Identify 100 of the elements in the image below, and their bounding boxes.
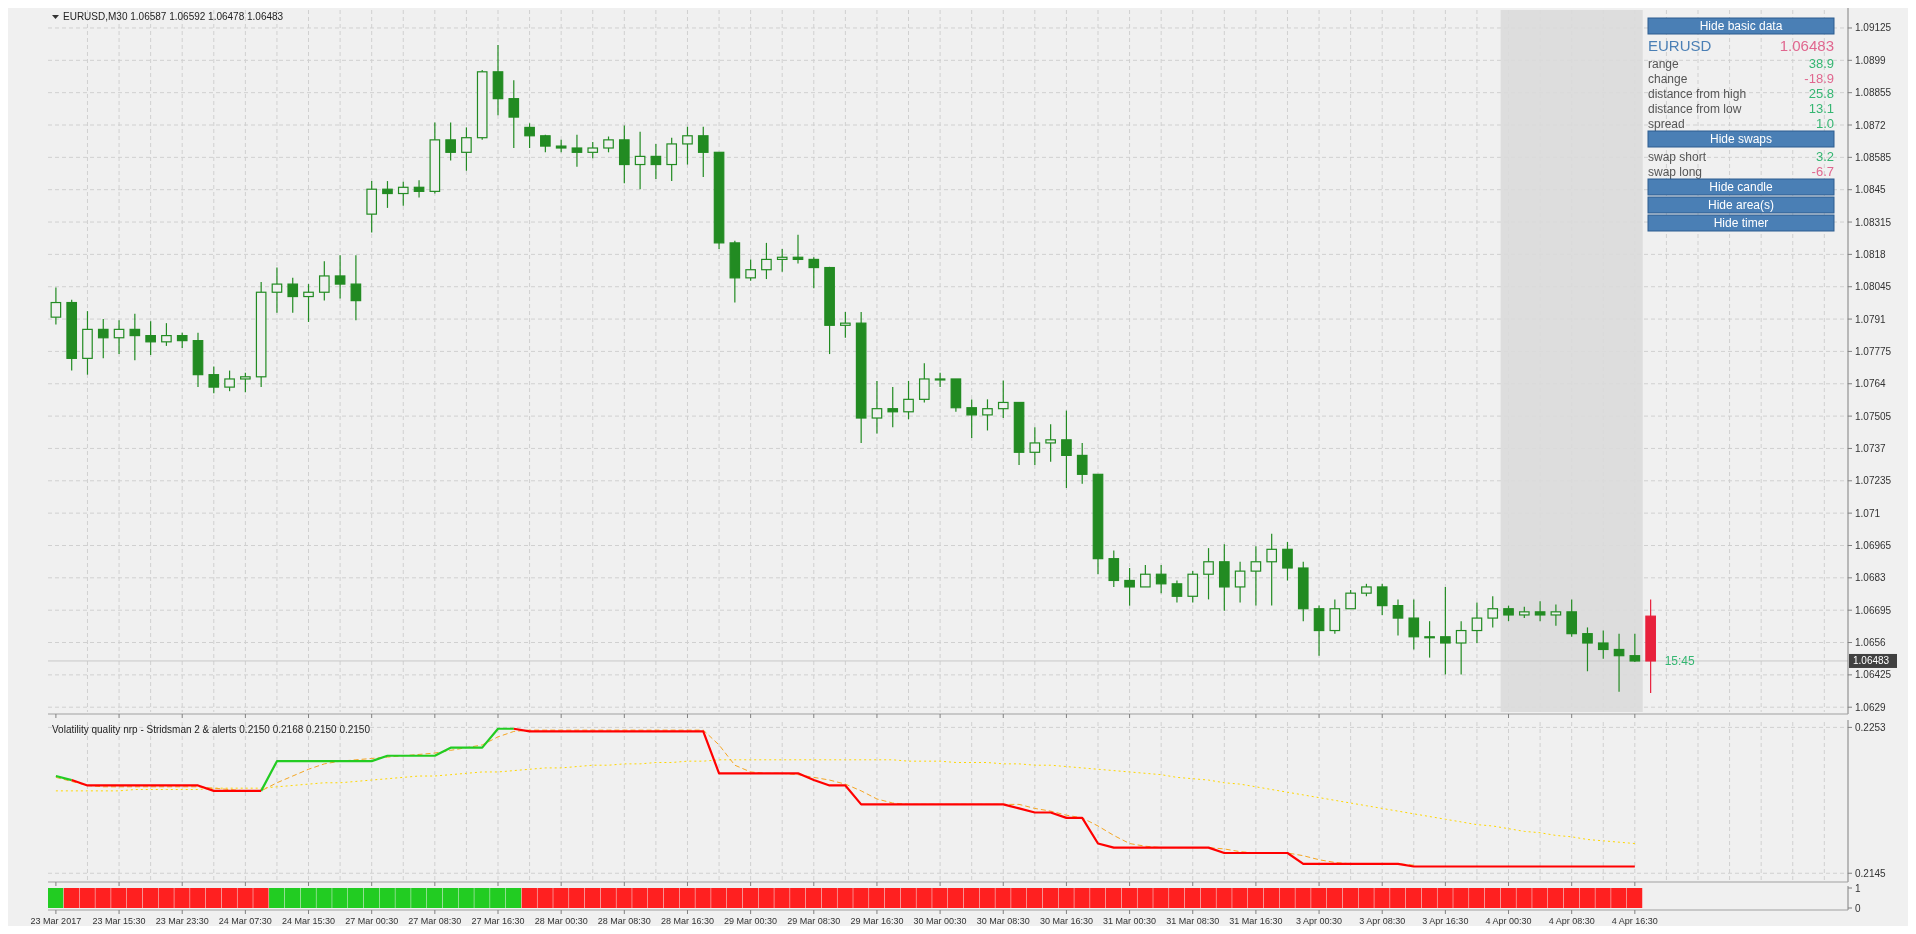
x-tick-label: 4 Apr 08:30 (1548, 916, 1595, 926)
candlestick (871, 380, 883, 435)
candlestick (934, 372, 946, 388)
candlestick (1187, 570, 1199, 604)
annotation: 15:45 (1664, 654, 1695, 669)
candlestick (666, 137, 678, 182)
category-label: distance from low (1648, 101, 1742, 116)
x-tick-label: 31 Mar 16:30 (1229, 916, 1283, 926)
chart-title: Volatility quality nrp - Stridsman 2 & alerts 0.2150 0.2168 0.2150 0.2150 (52, 724, 371, 735)
button: Hide swaps (1647, 130, 1835, 148)
y-tick-label: 1.07775 (1855, 345, 1892, 357)
candlestick (966, 398, 978, 439)
y-tick-label: 1.07505 (1855, 410, 1892, 422)
candlestick (303, 283, 314, 323)
x-tick-label: 29 Mar 08:30 (787, 916, 841, 926)
y-tick-label: 1.071 (1855, 507, 1881, 519)
category-label: Hide basic data (1699, 19, 1783, 34)
x-tick-label: 4 Apr 16:30 (1611, 916, 1658, 926)
candlestick (1613, 633, 1625, 693)
candlestick (903, 380, 914, 420)
x-tick-label: 31 Mar 08:30 (1166, 916, 1220, 926)
x-tick-label: 27 Mar 00:30 (345, 916, 399, 926)
candlestick (1203, 547, 1214, 600)
candlestick (50, 286, 62, 326)
candlestick (918, 362, 930, 404)
x-tick-label: 27 Mar 16:30 (471, 916, 525, 926)
candlestick (1345, 589, 1356, 610)
x-tick-label: 23 Mar 15:30 (92, 916, 146, 926)
candlestick (145, 320, 156, 356)
candlestick (287, 277, 299, 314)
candlestick (1424, 620, 1435, 659)
x-tick-label: 23 Mar 23:30 (155, 916, 209, 926)
candlestick (461, 126, 472, 172)
candlestick (1629, 633, 1641, 663)
candlestick (1266, 533, 1278, 607)
y-tick-label: 1.0791 (1855, 313, 1887, 325)
candlestick (334, 254, 346, 300)
text: 1.06483 (1779, 37, 1834, 55)
y-tick-label: 1.0845 (1855, 184, 1887, 196)
candlestick (982, 398, 993, 432)
candlestick (1597, 629, 1609, 660)
candlestick (240, 372, 251, 393)
candlestick (997, 379, 1009, 419)
candlestick (1250, 545, 1262, 607)
ref-line-label: 1.06483 (1853, 655, 1890, 667)
candlestick (1061, 410, 1072, 489)
x-tick-label: 30 Mar 08:30 (976, 916, 1030, 926)
y-tick-label: 1.07235 (1855, 475, 1892, 487)
text: 38.9 (1808, 56, 1834, 72)
text: 3.2 (1815, 149, 1834, 165)
x-tick-label: 29 Mar 00:30 (724, 916, 778, 926)
y-tick-label: 1.0872 (1855, 119, 1887, 131)
candlestick (1282, 541, 1293, 582)
category-label: Hide candle (1709, 180, 1774, 195)
candlestick (776, 248, 788, 273)
x-tick-label: 24 Mar 07:30 (218, 916, 272, 926)
candlestick (161, 322, 172, 347)
x-tick-label: 28 Mar 08:30 (597, 916, 651, 926)
candlestick (1234, 561, 1246, 604)
candlestick (697, 126, 709, 178)
candlestick (1440, 586, 1451, 675)
y-tick-label: 1.06695 (1855, 604, 1892, 616)
y-tick-label: 1.08855 (1855, 87, 1892, 99)
y-tick-label: 1.08585 (1855, 151, 1892, 163)
y-tick-label: 1.0764 (1855, 378, 1887, 390)
y-tick-label: 0 (1855, 902, 1861, 914)
y-tick-label: 0.2253 (1855, 721, 1887, 733)
x-tick-label: 4 Apr 00:30 (1485, 916, 1532, 926)
y-tick-label: 1.0656 (1855, 637, 1887, 649)
y-tick-label: 1.06425 (1855, 669, 1892, 681)
candlestick (1076, 442, 1088, 485)
candlestick (413, 179, 425, 199)
x-tick-label: 31 Mar 00:30 (1103, 916, 1157, 926)
category-label: Hide timer (1713, 216, 1769, 231)
x-tick-label: 3 Apr 16:30 (1422, 916, 1469, 926)
y-tick-label: 1.09125 (1855, 22, 1892, 34)
candlestick (271, 266, 283, 314)
y-tick-label: 1.08045 (1855, 281, 1892, 293)
category-label: swap long (1648, 164, 1703, 179)
candlestick (1029, 426, 1041, 466)
candlestick (1408, 598, 1420, 651)
text: 25.8 (1808, 86, 1834, 102)
button: Hide area(s) (1647, 196, 1835, 214)
x-tick-label: 28 Mar 16:30 (660, 916, 714, 926)
candlestick (840, 311, 851, 339)
candlestick (1313, 605, 1325, 657)
x-tick-label: 29 Mar 16:30 (850, 916, 904, 926)
category-label: EURUSD (1648, 37, 1712, 55)
category-label: change (1648, 71, 1688, 86)
candlestick (887, 386, 899, 428)
line-series (55, 759, 1636, 845)
y-tick-label: 1.06965 (1855, 539, 1892, 551)
x-tick-label: 3 Apr 00:30 (1296, 916, 1343, 926)
candlestick (1376, 583, 1388, 616)
candlestick (208, 365, 220, 394)
candlestick (1171, 579, 1183, 604)
candlestick (571, 134, 583, 168)
candlestick (1582, 626, 1593, 672)
category-label: range (1648, 56, 1680, 71)
candlestick (682, 126, 693, 166)
